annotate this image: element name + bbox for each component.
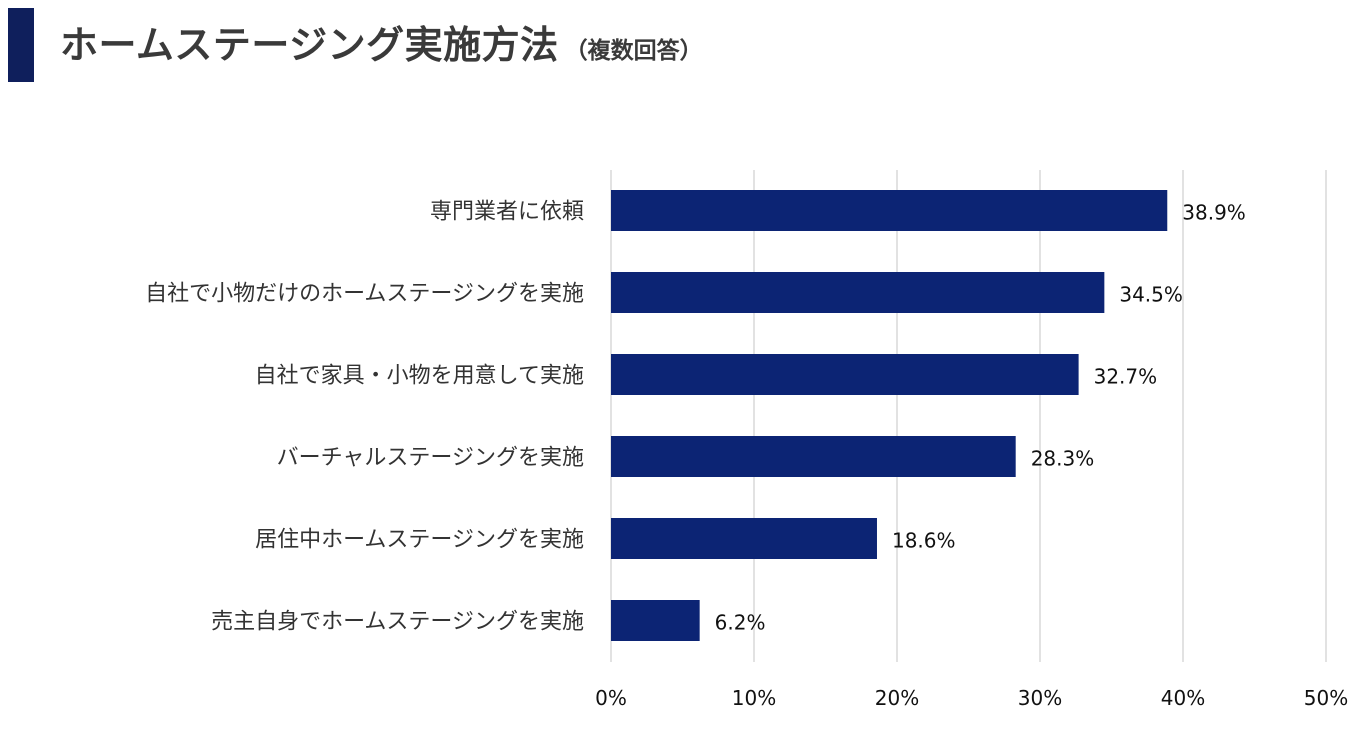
category-labels: 専門業者に依頼自社で小物だけのホームステージングを実施自社で家具・小物を用意して…: [145, 200, 584, 635]
bar: [611, 600, 700, 641]
tick-labels: 0% 10% 20% 30% 40% 50%: [595, 686, 1348, 710]
category-label: 自社で家具・小物を用意して実施: [255, 364, 584, 389]
category-label: 売主自身でホームステージングを実施: [211, 610, 584, 635]
value-label: 28.3%: [1031, 447, 1095, 471]
value-label: 6.2%: [715, 611, 766, 635]
title-main: ホームステージング実施方法: [60, 23, 559, 67]
title-subtitle: （複数回答）: [564, 38, 703, 64]
value-label: 18.6%: [892, 529, 956, 553]
grid-lines: [753, 170, 1327, 662]
value-label: 32.7%: [1094, 365, 1158, 389]
x-tick-label: 50%: [1304, 686, 1348, 710]
bar: [611, 354, 1079, 395]
title-accent-bar: [8, 8, 34, 82]
category-label: バーチャルステージングを実施: [277, 446, 584, 471]
value-label: 38.9%: [1182, 201, 1246, 225]
value-label: 34.5%: [1119, 283, 1183, 307]
x-tick-label: 20%: [875, 686, 919, 710]
category-label: 居住中ホームステージングを実施: [255, 528, 584, 553]
bar: [611, 190, 1168, 231]
bars: [611, 190, 1168, 641]
bar: [611, 518, 877, 559]
x-tick-label: 0%: [595, 686, 627, 710]
bar: [611, 272, 1105, 313]
category-label: 自社で小物だけのホームステージングを実施: [145, 282, 584, 307]
x-tick-label: 30%: [1018, 686, 1062, 710]
x-tick-label: 10%: [732, 686, 776, 710]
category-label: 専門業者に依頼: [430, 200, 584, 225]
page-title: ホームステージング実施方法 （複数回答）: [60, 14, 703, 69]
x-tick-label: 40%: [1161, 686, 1205, 710]
value-labels: 38.9% 34.5% 32.7% 28.3% 18.6% 6.2%: [715, 201, 1246, 635]
bar: [611, 436, 1016, 477]
